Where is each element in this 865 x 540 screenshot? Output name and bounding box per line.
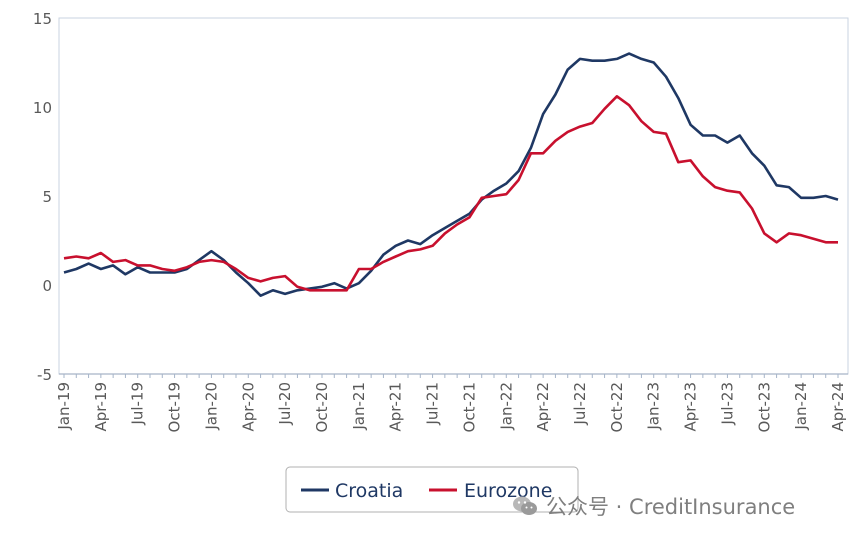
y-tick-label: -5 xyxy=(37,366,52,384)
x-tick-label: Oct-19 xyxy=(166,382,184,432)
x-tick-label: Apr-24 xyxy=(829,382,847,432)
x-axis-ticks: Jan-19 Apr-19 Jul-19 Oct-19 Jan-20 Apr-20 Jul-… xyxy=(55,374,847,432)
x-tick-label: Jan-22 xyxy=(497,382,515,431)
x-tick-label: Apr-23 xyxy=(682,382,700,432)
x-tick-label: Oct-23 xyxy=(755,382,773,432)
x-tick-label: Jul-21 xyxy=(424,382,442,426)
series-lines xyxy=(63,52,839,298)
x-tick-label: Jan-24 xyxy=(792,382,810,431)
y-tick-label: 15 xyxy=(33,10,52,28)
x-tick-label: Oct-21 xyxy=(460,382,478,432)
x-tick-label: Jan-20 xyxy=(202,382,220,431)
x-tick-label: Jan-23 xyxy=(645,382,663,431)
y-axis-ticks: -5 0 5 10 15 xyxy=(33,10,52,384)
x-tick-label: Jul-19 xyxy=(129,382,147,426)
legend-label-eurozone[interactable]: Eurozone xyxy=(464,480,552,502)
watermark-text: 公众号 · CreditInsurance xyxy=(546,495,796,519)
x-tick-label: Jan-21 xyxy=(350,382,368,431)
x-tick-label: Apr-22 xyxy=(534,382,552,432)
series-line-croatia[interactable] xyxy=(63,52,839,298)
x-tick-label: Jul-20 xyxy=(276,382,294,426)
x-tick-label: Apr-19 xyxy=(92,382,110,432)
x-tick-label: Jul-22 xyxy=(571,382,589,426)
y-tick-label: 5 xyxy=(42,188,52,206)
series-line-eurozone[interactable] xyxy=(63,95,838,292)
legend-label-croatia[interactable]: Croatia xyxy=(335,480,403,502)
x-tick-label: Jul-23 xyxy=(718,382,736,426)
legend: Croatia Eurozone xyxy=(285,466,579,513)
x-tick-label: Apr-20 xyxy=(239,382,257,432)
plot-area xyxy=(58,17,849,375)
x-tick-label: Jan-19 xyxy=(55,382,73,431)
y-tick-label: 0 xyxy=(42,277,52,295)
wechat-icon xyxy=(513,496,537,515)
watermark: 公众号 · CreditInsurance xyxy=(512,491,795,521)
x-tick-label: Oct-22 xyxy=(608,382,626,432)
y-tick-label: 10 xyxy=(33,99,52,117)
x-tick-label: Oct-20 xyxy=(313,382,331,432)
x-tick-label: Apr-21 xyxy=(387,382,405,432)
